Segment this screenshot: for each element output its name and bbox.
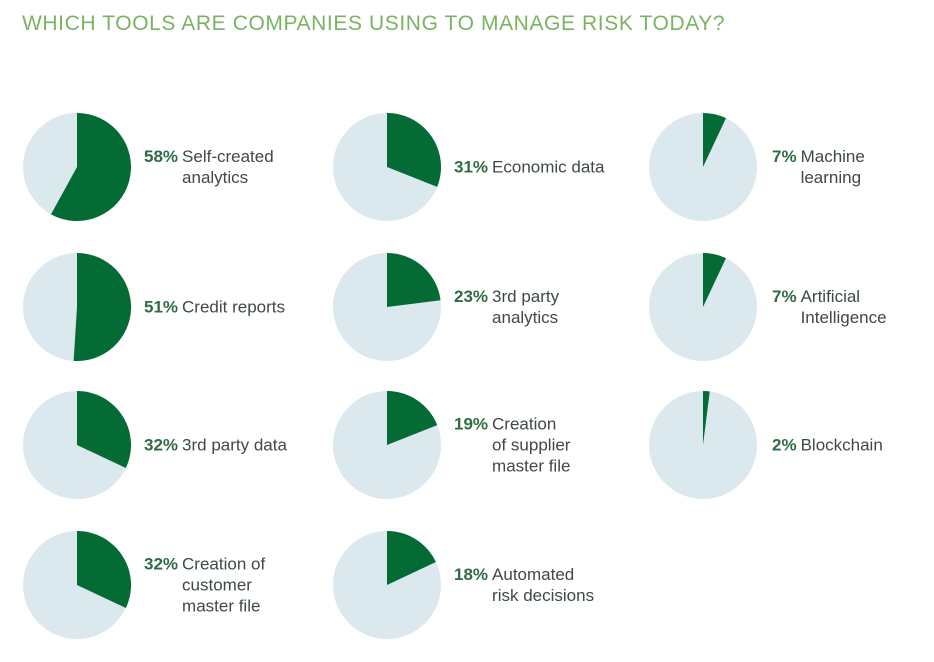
pie-item: 7% Machine learning xyxy=(648,112,934,222)
pie-item: 23% 3rd party analytics xyxy=(332,252,632,362)
pie-label: 2% Blockchain xyxy=(772,435,883,456)
pie-percentage: 32% xyxy=(144,554,179,574)
pie-percentage: 32% xyxy=(144,435,179,455)
pie-category-label: Blockchain xyxy=(800,435,883,455)
pie-category-label: Credit reports xyxy=(182,297,286,317)
pie-label: 58% Self-created analytics xyxy=(144,146,274,188)
pie-percentage: 18% xyxy=(454,565,489,584)
pie-item: 7% Artificial Intelligence xyxy=(648,252,934,362)
pie-label: 7% Machine learning xyxy=(772,146,865,188)
pie-chart xyxy=(649,253,757,361)
pie-item: 32% Creation of customer master file xyxy=(22,530,322,640)
pie-item: 19% Creation of supplier master file xyxy=(332,390,632,500)
pie-chart xyxy=(333,113,442,221)
pie-category-label: 3rd party data xyxy=(182,435,287,455)
pie-slice xyxy=(50,113,132,221)
pie-slice xyxy=(73,252,132,361)
pie-chart xyxy=(333,253,441,361)
pie-category-label: Creation of customer master file xyxy=(182,554,266,616)
pie-label: 51% Credit reports xyxy=(144,297,285,318)
pie-item: 51% Credit reports xyxy=(22,252,322,362)
pie-item: 31% Economic data xyxy=(332,112,632,222)
pie-category-label: Automated risk decisions xyxy=(492,565,595,605)
pie-percentage: 2% xyxy=(772,435,797,455)
pie-slice xyxy=(387,531,436,585)
pie-category-label: Machine learning xyxy=(800,147,865,187)
pie-slice xyxy=(77,531,131,608)
pie-slice xyxy=(703,391,710,445)
pie-chart xyxy=(23,531,131,639)
pie-chart xyxy=(23,391,131,499)
pie-percentage: 7% xyxy=(772,287,797,306)
pie-slice xyxy=(703,113,726,167)
pie-chart xyxy=(23,252,132,361)
pie-percentage: 51% xyxy=(144,297,179,317)
pie-label: 19% Creation of supplier master file xyxy=(454,414,570,477)
pie-percentage: 23% xyxy=(454,287,489,306)
pie-slice xyxy=(387,391,438,445)
pie-chart xyxy=(649,113,757,221)
pie-category-label: 3rd party analytics xyxy=(492,287,560,327)
pie-chart xyxy=(649,391,757,499)
pie-category-label: Self-created analytics xyxy=(182,147,274,187)
pie-slice xyxy=(703,253,726,307)
pie-percentage: 58% xyxy=(144,147,179,166)
pie-slice xyxy=(77,391,131,468)
pie-item: 2% Blockchain xyxy=(648,390,934,500)
pie-category-label: Creation of supplier master file xyxy=(492,414,571,476)
pie-chart xyxy=(333,391,441,499)
pie-label: 31% Economic data xyxy=(454,157,604,178)
pie-item: 32% 3rd party data xyxy=(22,390,322,500)
pie-category-label: Economic data xyxy=(492,157,605,177)
pie-label: 23% 3rd party analytics xyxy=(454,286,559,328)
pie-slice xyxy=(387,113,442,187)
pie-percentage: 31% xyxy=(454,157,489,177)
pie-label: 32% Creation of customer master file xyxy=(144,554,265,617)
pie-chart xyxy=(333,531,441,639)
pie-chart xyxy=(23,113,132,221)
pie-item: 58% Self-created analytics xyxy=(22,112,322,222)
chart-title: WHICH TOOLS ARE COMPANIES USING TO MANAG… xyxy=(22,12,726,35)
pie-category-label: Artificial Intelligence xyxy=(800,287,887,327)
pie-slice xyxy=(387,253,441,307)
pie-percentage: 7% xyxy=(772,147,797,166)
pie-label: 7% Artificial Intelligence xyxy=(772,286,887,328)
pie-item: 18% Automated risk decisions xyxy=(332,530,632,640)
pie-label: 32% 3rd party data xyxy=(144,435,287,456)
pie-label: 18% Automated risk decisions xyxy=(454,564,594,606)
pie-percentage: 19% xyxy=(454,414,489,434)
